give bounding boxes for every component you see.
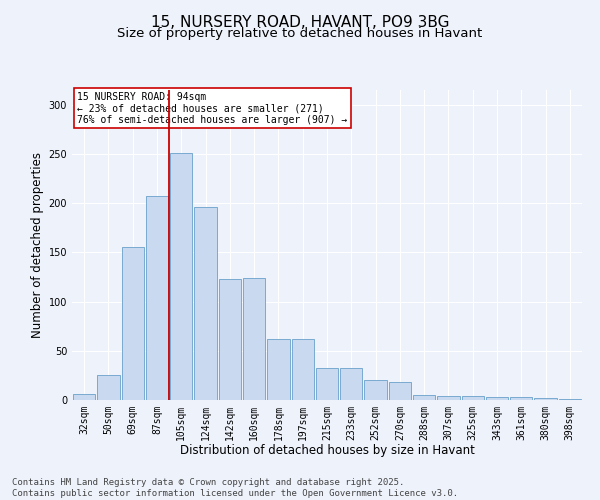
Y-axis label: Number of detached properties: Number of detached properties — [31, 152, 44, 338]
Bar — [194, 207, 217, 400]
Bar — [292, 339, 314, 400]
Text: Contains HM Land Registry data © Crown copyright and database right 2025.
Contai: Contains HM Land Registry data © Crown c… — [12, 478, 458, 498]
Bar — [316, 368, 338, 400]
Bar — [122, 248, 144, 400]
Bar — [486, 397, 508, 400]
Bar — [146, 196, 168, 400]
Bar — [413, 395, 436, 400]
Text: Size of property relative to detached houses in Havant: Size of property relative to detached ho… — [118, 28, 482, 40]
Bar — [437, 396, 460, 400]
Bar — [510, 397, 532, 400]
X-axis label: Distribution of detached houses by size in Havant: Distribution of detached houses by size … — [179, 444, 475, 458]
Bar — [364, 380, 387, 400]
Bar — [340, 368, 362, 400]
Bar — [170, 153, 193, 400]
Text: 15 NURSERY ROAD: 94sqm
← 23% of detached houses are smaller (271)
76% of semi-de: 15 NURSERY ROAD: 94sqm ← 23% of detached… — [77, 92, 347, 124]
Bar — [97, 376, 119, 400]
Bar — [243, 278, 265, 400]
Bar — [461, 396, 484, 400]
Bar — [389, 382, 411, 400]
Bar — [559, 399, 581, 400]
Bar — [267, 339, 290, 400]
Bar — [535, 398, 557, 400]
Bar — [218, 279, 241, 400]
Bar — [73, 394, 95, 400]
Text: 15, NURSERY ROAD, HAVANT, PO9 3BG: 15, NURSERY ROAD, HAVANT, PO9 3BG — [151, 15, 449, 30]
